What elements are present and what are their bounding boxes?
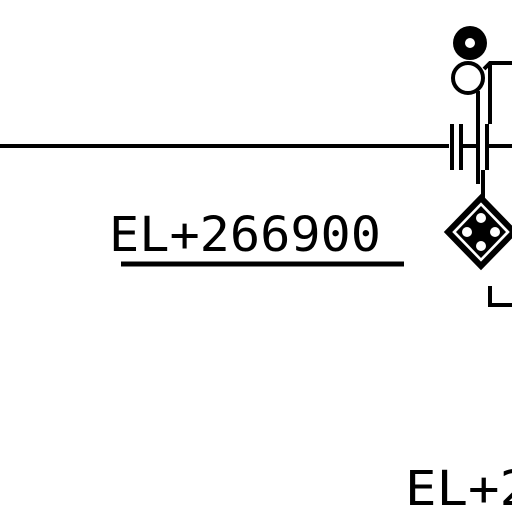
isolation-fitting-icon [450, 112, 512, 184]
diamond-instrument-icon [443, 193, 512, 271]
bracket-mark [488, 286, 512, 307]
elevation-label-main: EL+266900 [109, 207, 381, 263]
instrument-tap-icon [451, 26, 512, 124]
elevation-label-lower: EL+2 [405, 461, 512, 512]
